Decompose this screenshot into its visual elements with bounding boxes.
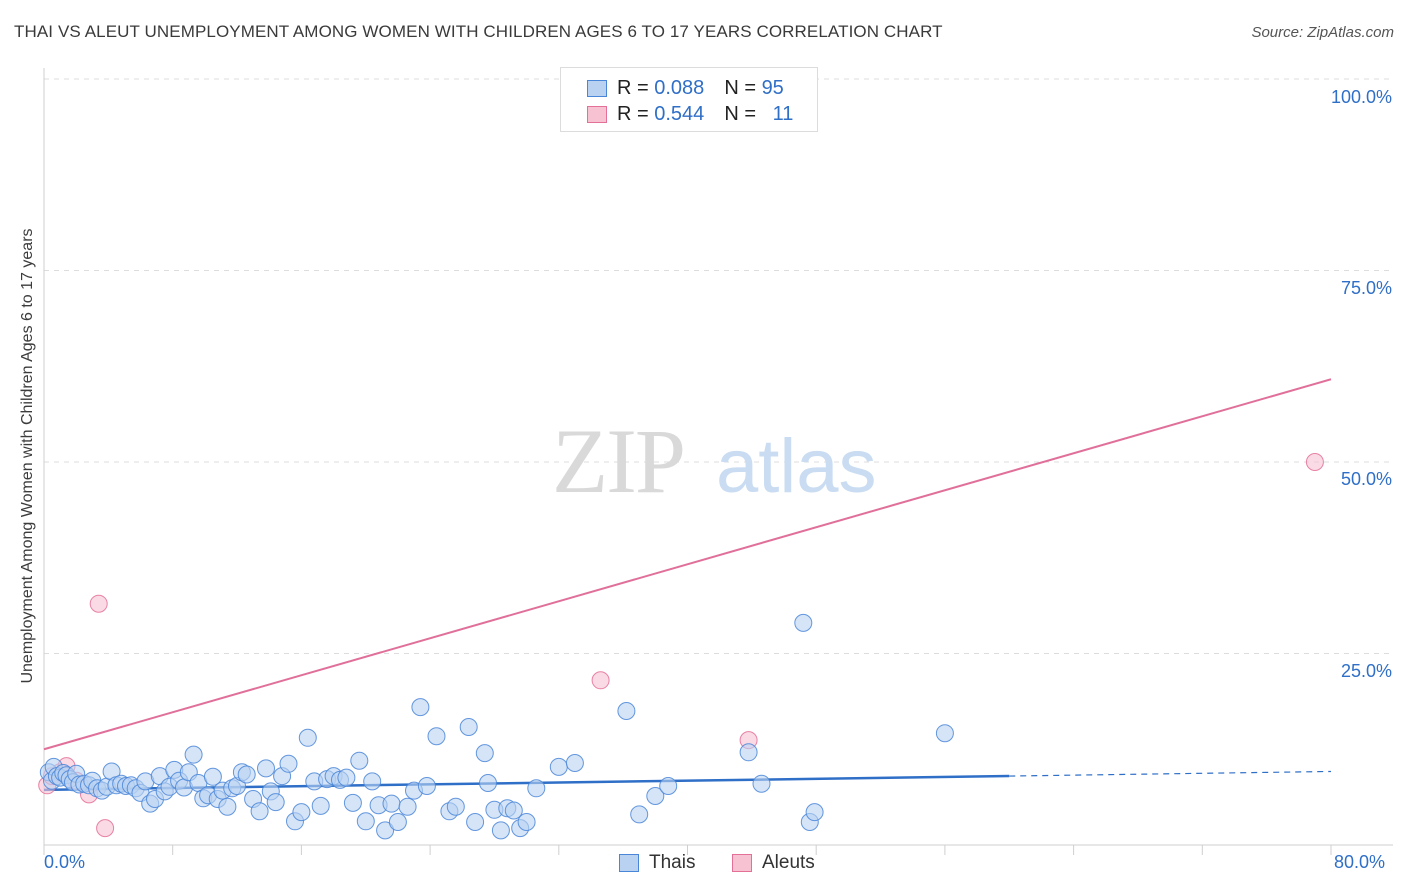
- thai-point: [266, 793, 285, 812]
- thai-point: [356, 812, 375, 831]
- thai-point: [794, 613, 813, 632]
- thai-point: [388, 813, 407, 831]
- thai-point: [527, 779, 546, 798]
- legend-row-thais: R = 0.088 N = 95: [587, 76, 784, 100]
- thai-point: [646, 787, 665, 805]
- aleut-point: [89, 594, 108, 613]
- n-value: 11: [772, 102, 794, 125]
- thai-point: [257, 759, 275, 778]
- thai-point: [630, 805, 649, 824]
- aleut-trend-line: [43, 378, 1332, 751]
- thai-point: [343, 793, 362, 812]
- thai-point: [805, 803, 824, 822]
- thai-point: [337, 768, 356, 787]
- n-label: N =: [724, 76, 756, 99]
- thai-point: [565, 754, 584, 772]
- thai-point: [417, 777, 436, 795]
- thai-point: [398, 797, 417, 816]
- thai-point: [517, 813, 536, 831]
- r-value: 0.544: [654, 102, 705, 125]
- thai-point: [411, 698, 430, 717]
- y-tick-label-25: 25.0%: [1340, 661, 1392, 681]
- stats-legend: R = 0.088 N = 95 R = 0.544 N = 11: [560, 67, 818, 132]
- aleut-point: [1305, 453, 1324, 471]
- thai-point: [935, 724, 954, 743]
- y-tick-label-100: 100.0%: [1330, 87, 1392, 107]
- y-tick-label-75: 75.0%: [1340, 278, 1392, 298]
- thai-point: [491, 821, 510, 840]
- r-label: R =: [617, 76, 649, 99]
- thai-point: [298, 728, 317, 747]
- thai-point: [311, 796, 330, 815]
- thai-point: [350, 751, 369, 770]
- watermark-atlas: atlas: [716, 424, 877, 509]
- r-value: 0.088: [654, 76, 705, 99]
- aleuts-legend-label: Aleuts: [762, 852, 815, 873]
- thai-point: [376, 821, 395, 840]
- thais-legend-label: Thais: [649, 852, 696, 873]
- thai-point: [237, 765, 256, 784]
- aleuts-swatch: [587, 105, 607, 123]
- legend-item-aleuts[interactable]: Aleuts: [732, 852, 815, 874]
- n-label: N =: [724, 102, 756, 125]
- thai-point: [446, 797, 465, 816]
- thai-point: [279, 754, 298, 773]
- thai-point: [382, 794, 401, 813]
- gridlines: [44, 78, 1393, 654]
- x-tick-label-min: 0.0%: [44, 852, 86, 872]
- thai-point: [739, 743, 758, 762]
- thai-point: [479, 774, 497, 792]
- thai-point: [659, 777, 678, 795]
- aleut-point: [96, 819, 115, 838]
- y-tick-label-50: 50.0%: [1340, 469, 1392, 489]
- thai-point: [250, 802, 269, 821]
- aleuts-legend-swatch: [732, 854, 752, 872]
- thais-swatch: [587, 79, 607, 97]
- thai-point: [617, 702, 636, 720]
- data-points: [38, 453, 1324, 840]
- thai-point: [203, 767, 222, 786]
- thai-point: [466, 813, 485, 831]
- r-label: R =: [617, 102, 649, 125]
- thai-point: [292, 803, 311, 822]
- chart-title: THAI VS ALEUT UNEMPLOYMENT AMONG WOMEN W…: [14, 22, 943, 41]
- thai-point: [459, 718, 478, 736]
- watermark: ZIP atlas: [552, 410, 877, 512]
- series-legend: Thais Aleuts: [0, 852, 1406, 878]
- thai-point: [184, 745, 203, 764]
- aleut-point: [591, 671, 610, 690]
- thai-point: [363, 772, 382, 791]
- thais-legend-swatch: [619, 854, 639, 872]
- axes: [43, 68, 1393, 855]
- thai-point: [475, 744, 494, 763]
- legend-item-thais[interactable]: Thais: [619, 852, 695, 874]
- thai-trend-extension: [1009, 770, 1332, 777]
- thai-point: [218, 797, 237, 816]
- watermark-zip: ZIP: [552, 410, 684, 512]
- thai-point: [752, 774, 771, 793]
- n-value: 95: [761, 76, 784, 99]
- thai-point: [549, 757, 568, 776]
- source-label: Source: ZipAtlas.com: [1251, 24, 1394, 41]
- legend-row-aleuts: R = 0.544 N = 11: [587, 102, 793, 126]
- thai-point: [427, 727, 446, 746]
- thai-point: [504, 801, 523, 820]
- trend-lines: [43, 378, 1332, 792]
- x-tick-label-max: 80.0%: [1334, 852, 1386, 872]
